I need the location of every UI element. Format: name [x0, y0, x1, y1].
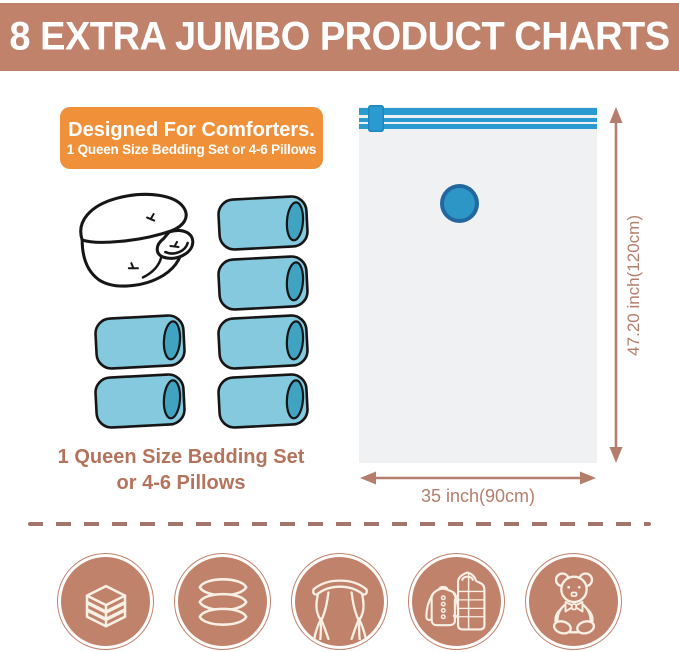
footer-badge-teddy — [525, 553, 622, 650]
valve-inner — [444, 188, 475, 219]
callout-title: Designed For Comforters. — [68, 118, 315, 141]
pillow-icon — [94, 373, 186, 429]
header-banner: 8 EXTRA JUMBO PRODUCT CHARTS — [0, 3, 679, 71]
footer-badge-blankets — [57, 553, 154, 650]
height-arrow-icon — [609, 107, 623, 463]
seal-slider-clip-icon — [368, 105, 384, 132]
seal-stripe — [359, 124, 597, 129]
page-title: 8 EXTRA JUMBO PRODUCT CHARTS — [9, 14, 670, 59]
badge-circle — [295, 557, 384, 646]
badge-circle — [61, 557, 150, 646]
curtains-icon — [311, 578, 368, 640]
caption-line-1: 1 Queen Size Bedding Set — [57, 446, 305, 468]
teddy-bear-icon — [552, 571, 595, 635]
footer-badge-curtains — [291, 553, 388, 650]
caption-line-2: or 4-6 Pillows — [116, 472, 246, 494]
dashed-divider — [28, 522, 651, 526]
folded-comforter-icon — [79, 192, 195, 288]
badge-circle — [529, 557, 618, 646]
contents-caption: 1 Queen Size Bedding Set or 4-6 Pillows — [20, 444, 342, 496]
vacuum-valve-icon — [440, 184, 479, 223]
vacuum-bag — [359, 105, 597, 463]
footer-badge-pillows — [174, 553, 271, 650]
footer-icon-row — [0, 553, 679, 650]
width-dimension-label: 35 inch(90cm) — [420, 486, 536, 506]
seal-stripe — [359, 118, 597, 122]
stacked-blankets-icon — [85, 584, 126, 628]
sweaters-jackets-icon — [424, 570, 485, 630]
height-dimension-label: 47.20 inch(120cm) — [624, 214, 643, 356]
width-arrow-icon — [360, 471, 596, 485]
badge-circle — [412, 557, 501, 646]
seal-stripe — [359, 108, 597, 115]
stacked-pillows-icon — [198, 577, 247, 626]
pillow-icon — [94, 314, 186, 370]
footer-badge-clothes — [408, 553, 505, 650]
designed-for-callout: Designed For Comforters. 1 Queen Size Be… — [60, 107, 323, 169]
pillow-icon — [217, 255, 309, 311]
pillow-icon — [217, 373, 309, 429]
callout-subtitle: 1 Queen Size Bedding Set or 4-6 Pillows — [66, 141, 317, 157]
pillow-icon — [217, 195, 309, 251]
badge-circle — [178, 557, 267, 646]
pillow-icon — [217, 314, 309, 370]
